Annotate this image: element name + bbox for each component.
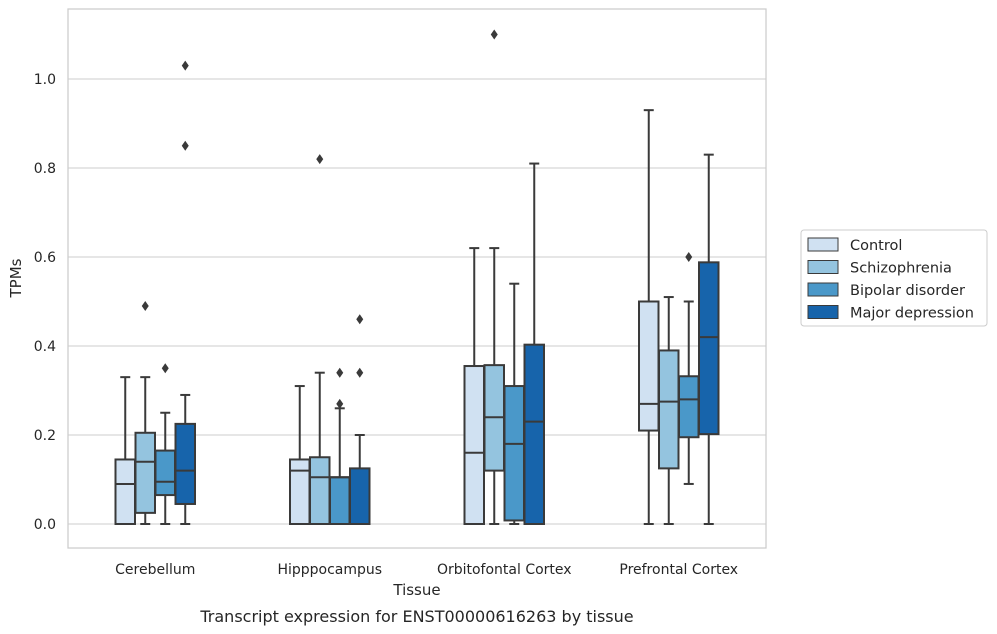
box-body bbox=[329, 476, 351, 525]
box-body bbox=[134, 431, 156, 514]
legend-label: Bipolar disorder bbox=[850, 283, 965, 299]
plot-frame bbox=[67, 8, 767, 549]
outlier-point bbox=[161, 363, 169, 374]
legend-label: Schizophrenia bbox=[850, 261, 952, 277]
outlier-point bbox=[685, 252, 693, 262]
box-schizophrenia bbox=[309, 154, 331, 525]
outlier-point bbox=[181, 60, 189, 71]
box-body bbox=[154, 449, 176, 497]
box-body bbox=[174, 422, 196, 505]
box-control bbox=[638, 109, 660, 525]
box-major-depression bbox=[174, 60, 196, 525]
x-tick-label: Cerebellum bbox=[115, 562, 195, 578]
box-bipolar-disorder bbox=[154, 363, 176, 525]
legend-swatch bbox=[807, 237, 839, 252]
y-tick-label: 0.2 bbox=[34, 428, 56, 444]
box-body bbox=[289, 458, 311, 526]
legend-swatch bbox=[807, 260, 839, 274]
y-tick-label: 0.4 bbox=[34, 339, 56, 355]
legend-frame bbox=[800, 229, 988, 327]
x-axis-label: Tissue bbox=[392, 581, 440, 599]
outlier-point bbox=[181, 140, 189, 151]
legend-swatch bbox=[807, 305, 839, 319]
y-tick-label: 0.0 bbox=[34, 517, 56, 533]
outlier-point bbox=[141, 300, 149, 311]
legend: Control Schizophrenia Bipolar disorder Majo… bbox=[800, 229, 988, 327]
legend-label: Control bbox=[850, 238, 902, 254]
box-body bbox=[523, 343, 545, 526]
box-body bbox=[349, 467, 371, 525]
legend-swatch bbox=[807, 282, 839, 297]
box-groups bbox=[114, 29, 720, 526]
box-body bbox=[678, 375, 700, 439]
y-tick-label: 0.8 bbox=[34, 161, 56, 177]
outlier-point bbox=[490, 29, 498, 40]
y-axis-label: TPMs bbox=[7, 258, 25, 298]
box-body bbox=[638, 300, 660, 432]
y-tick-label: 0.6 bbox=[34, 250, 56, 266]
box-bipolar-disorder bbox=[678, 252, 700, 485]
box-control bbox=[114, 376, 136, 526]
y-tick-label: 1.0 bbox=[34, 72, 56, 88]
box-major-depression bbox=[698, 153, 720, 525]
legend-label: Major depression bbox=[850, 306, 974, 322]
box-major-depression bbox=[523, 162, 545, 526]
box-major-depression bbox=[349, 314, 371, 525]
box-body bbox=[658, 349, 680, 470]
outlier-point bbox=[356, 314, 364, 325]
box-body bbox=[503, 385, 525, 522]
outlier-point bbox=[356, 367, 364, 378]
outlier-point bbox=[316, 154, 324, 165]
box-schizophrenia bbox=[134, 300, 156, 525]
box-bipolar-disorder bbox=[329, 367, 351, 525]
outlier-point bbox=[336, 367, 344, 378]
outlier-point bbox=[336, 398, 344, 409]
box-body bbox=[463, 365, 485, 525]
chart-caption: Transcript expression for ENST0000061626… bbox=[199, 607, 633, 626]
x-tick-label: Prefrontal Cortex bbox=[619, 562, 738, 578]
box-body bbox=[114, 458, 136, 526]
box-bipolar-disorder bbox=[503, 282, 525, 525]
box-body bbox=[309, 456, 331, 525]
box-schizophrenia bbox=[658, 296, 680, 525]
x-tick-label: Hipppocampus bbox=[277, 562, 382, 578]
x-tick-label: Orbitofontal Cortex bbox=[437, 562, 572, 578]
x-axis-ticks: Cerebellum Hipppocampus Orbitofontal Corte… bbox=[115, 562, 738, 578]
box-body bbox=[698, 261, 720, 436]
y-axis-ticks: 0.0 0.2 0.4 0.6 0.8 1.0 bbox=[34, 72, 56, 533]
